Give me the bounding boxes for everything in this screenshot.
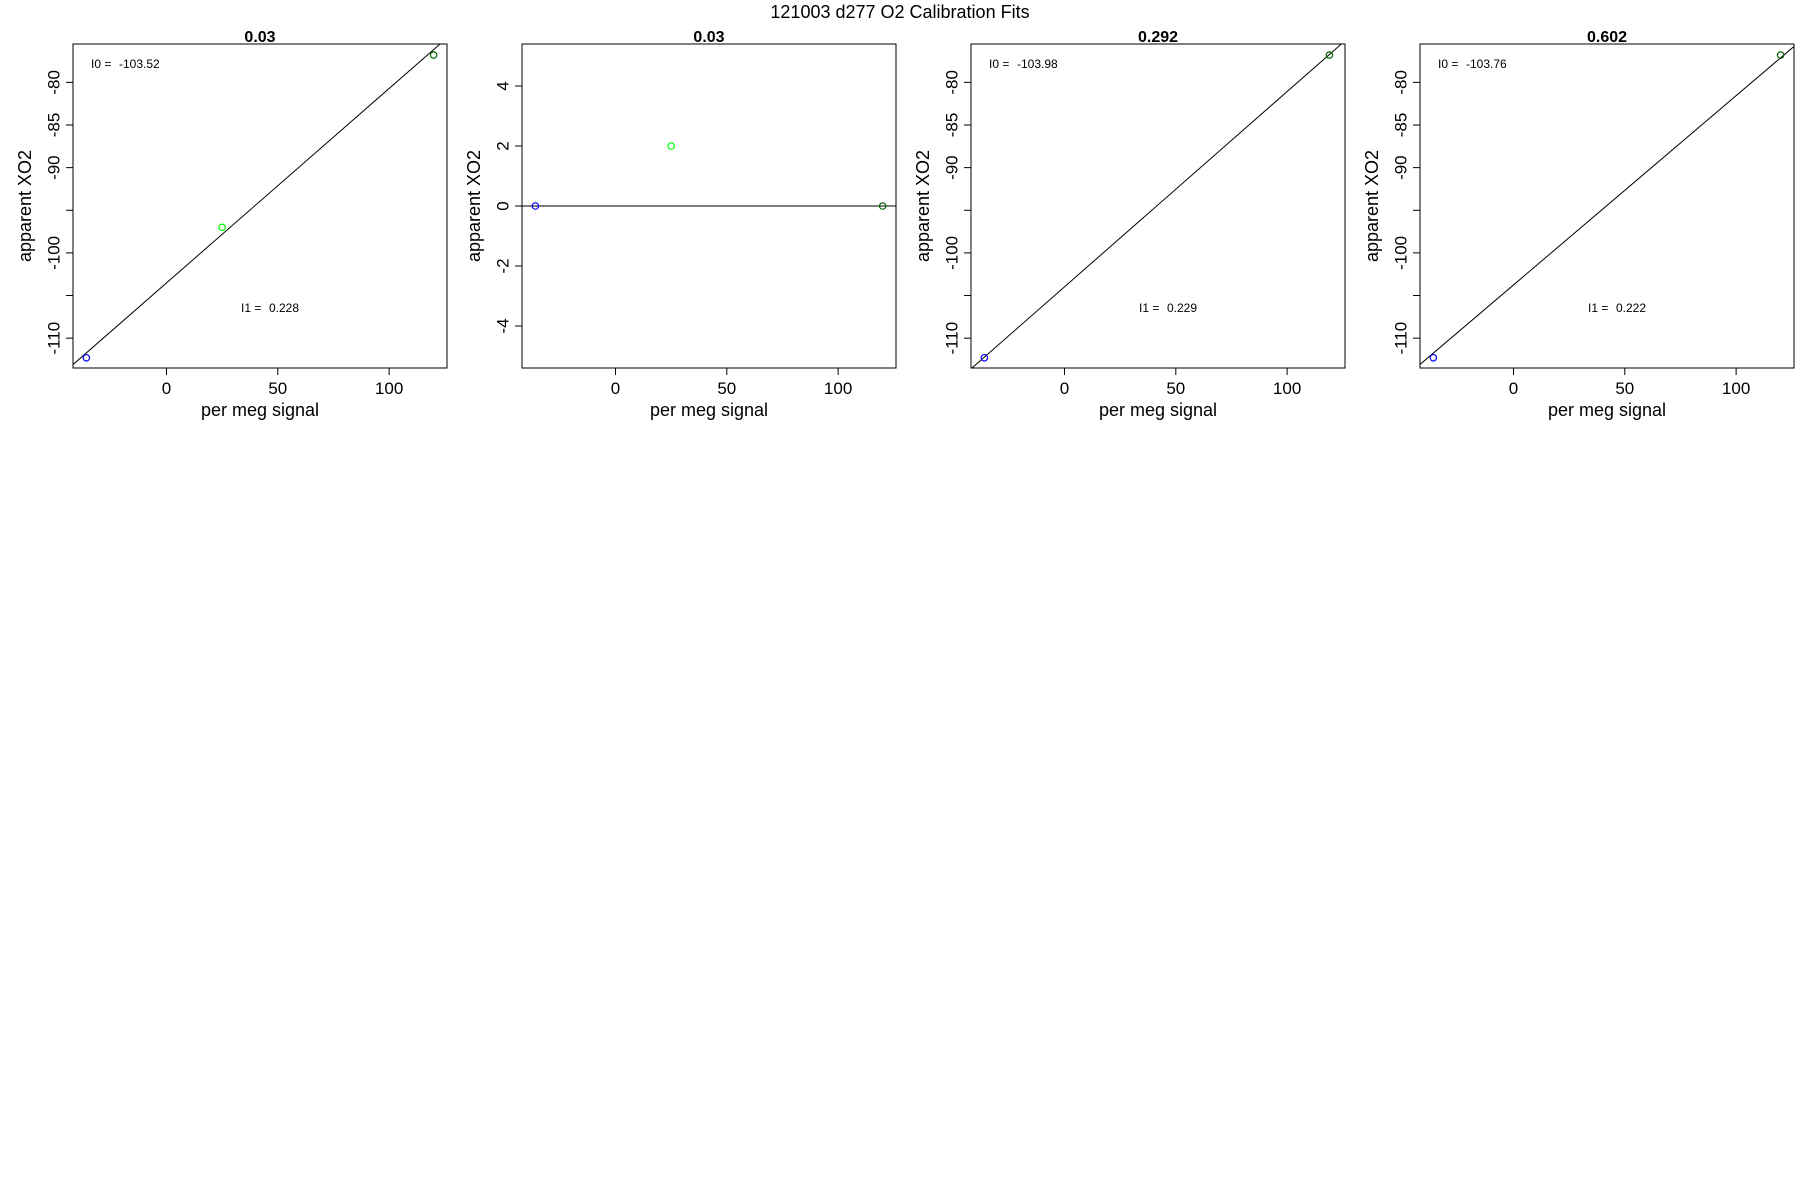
panel-3: 0.292 0 50 100 -80 -85 -90 -100 -110 per meg sign… [913,29,1346,420]
data-point [1429,353,1438,362]
data-point [1776,51,1785,59]
annotation-label: I1 = [1139,301,1159,315]
y-axis-label: apparent XO2 [15,150,35,262]
panel-2: 0.03 0 50 100 4 2 0 -2 -4 per meg signal apparent … [464,29,897,420]
y-tick-label: -85 [942,113,961,138]
data-point [980,353,989,362]
annotation-value: 0.222 [1616,301,1646,315]
x-axis-label: per meg signal [1548,400,1666,420]
annotation-value: 0.229 [1167,301,1197,315]
x-axis-label: per meg signal [650,400,768,420]
x-tick-label: 100 [1273,379,1301,398]
x-tick-label: 0 [1509,379,1518,398]
annotation-label: I0 = [91,57,111,71]
y-tick-label: -100 [942,236,961,270]
plot-frame [1419,43,1795,369]
x-axis-label: per meg signal [1099,400,1217,420]
y-tick-label: -4 [493,318,512,333]
x-axis-label: per meg signal [201,400,319,420]
x-tick-label: 50 [1615,379,1634,398]
x-tick-label: 0 [162,379,171,398]
figure-title: 121003 d277 O2 Calibration Fits [770,2,1029,22]
data-point [878,202,887,210]
x-tick-label: 100 [375,379,403,398]
annotation-value: -103.52 [119,57,160,71]
data-point [429,51,438,59]
annotation-label: I0 = [989,57,1009,71]
plot-frame [72,43,448,369]
data-point [218,223,226,232]
y-axis-label: apparent XO2 [913,150,933,262]
y-tick-label: -90 [1391,155,1410,180]
panel-title: 0.03 [693,29,724,46]
panel-title: 0.292 [1138,29,1178,46]
plot-frame [970,43,1346,369]
panel-4: 0.602 0 50 100 -80 -85 -90 -100 -110 per meg sign… [1362,29,1795,420]
y-axis-label: apparent XO2 [1362,150,1382,262]
annotation-value: -103.98 [1017,57,1058,71]
annotation-label: I0 = [1438,57,1458,71]
y-tick-label: 4 [493,81,512,90]
fit-line [1420,45,1794,366]
y-tick-label: -90 [942,155,961,180]
data-point [1325,51,1334,59]
annotation-label: I1 = [1588,301,1608,315]
y-tick-label: 2 [493,141,512,150]
panel-1: 0.03 0 50 100 -80 -85 -90 -100 -110 per meg signa… [15,29,448,420]
data-point [667,142,675,150]
x-tick-label: 100 [824,379,852,398]
y-tick-label: -90 [44,155,63,180]
y-tick-label: -85 [1391,113,1410,138]
annotation-value: 0.228 [269,301,299,315]
y-tick-label: -85 [44,113,63,138]
x-tick-label: 50 [268,379,287,398]
y-tick-label: -80 [44,70,63,95]
y-tick-label: -110 [1391,322,1410,355]
annotation-value: -103.76 [1466,57,1507,71]
y-tick-label: -100 [44,236,63,270]
y-tick-label: -80 [1391,70,1410,95]
x-tick-label: 50 [1166,379,1185,398]
y-tick-label: 0 [493,201,512,210]
y-tick-label: -2 [493,258,512,273]
panel-title: 0.602 [1587,29,1627,46]
fit-line [73,44,441,366]
annotation-label: I1 = [241,301,261,315]
fit-line [971,44,1343,368]
y-tick-label: -80 [942,70,961,95]
x-tick-label: 0 [611,379,620,398]
panel-title: 0.03 [244,29,275,46]
data-point [82,353,91,362]
y-tick-label: -100 [1391,236,1410,270]
y-tick-label: -110 [44,322,63,355]
x-tick-label: 0 [1060,379,1069,398]
y-tick-label: -110 [942,322,961,355]
data-point [531,202,540,210]
x-tick-label: 50 [717,379,736,398]
x-tick-label: 100 [1722,379,1750,398]
y-axis-label: apparent XO2 [464,150,484,262]
